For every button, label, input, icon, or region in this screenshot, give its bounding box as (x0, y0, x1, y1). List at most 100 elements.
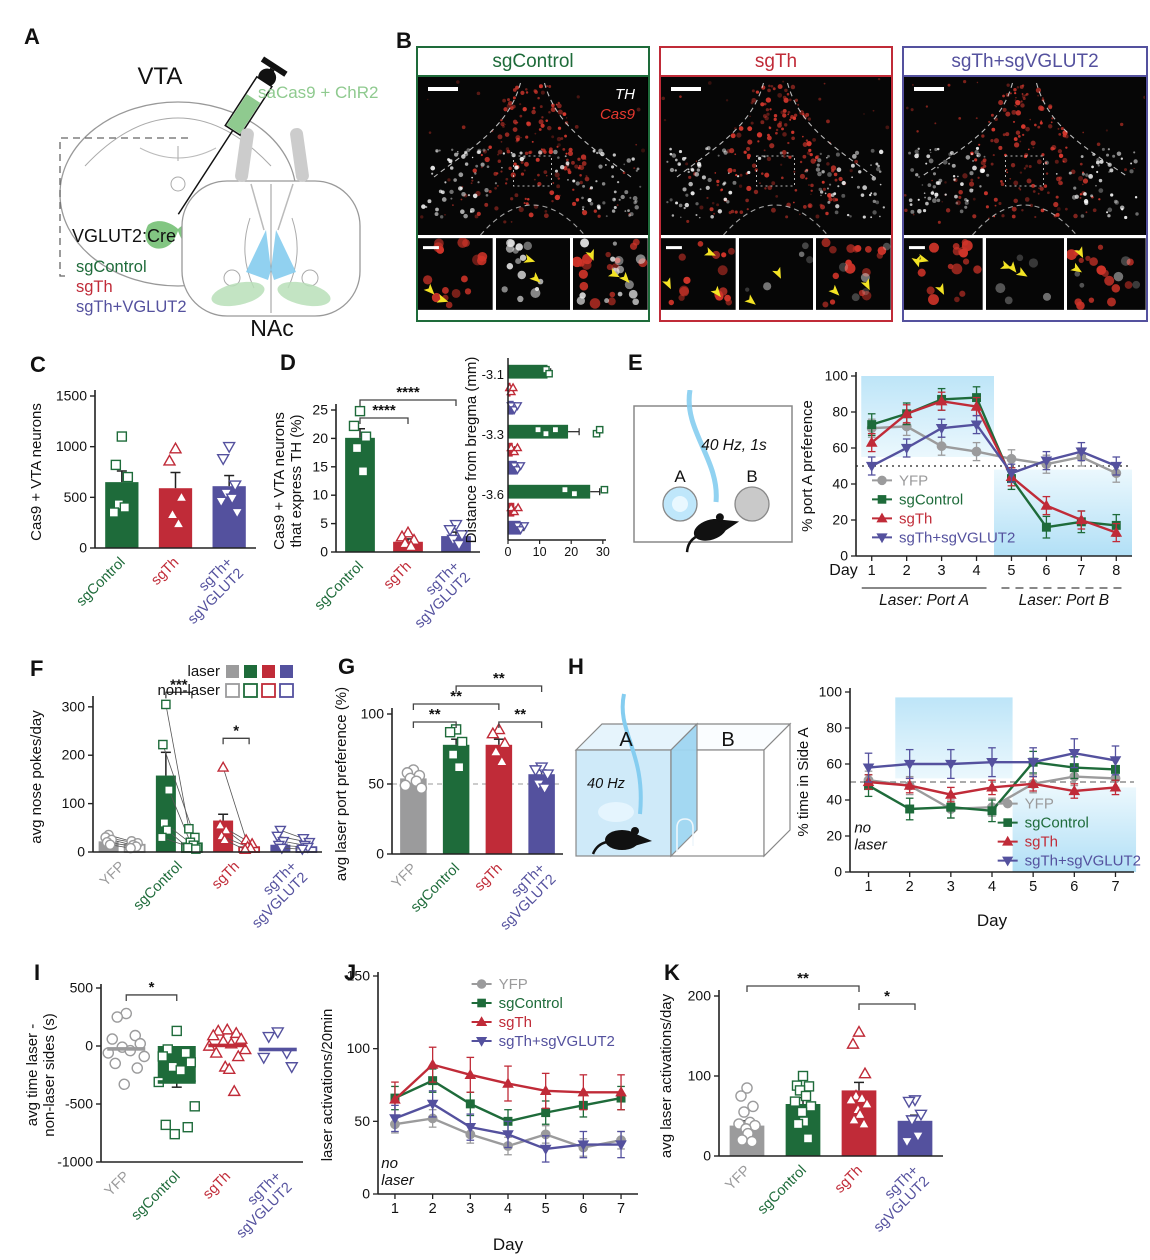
port-b-label: B (746, 467, 757, 486)
data-point (971, 446, 982, 457)
data-point (129, 1029, 142, 1042)
svg-text:Distance from bregma (mm): Distance from bregma (mm) (463, 357, 480, 544)
data-point (970, 400, 983, 411)
data-point (542, 429, 550, 438)
svg-text:80: 80 (832, 404, 848, 420)
data-point (138, 1050, 151, 1063)
chart-svg-e: 0 20 40 60 80 100 1 2 3 4 5 6 7 8 Day Laser: Port A Lase… (799, 368, 1132, 609)
svg-text:30: 30 (596, 545, 610, 559)
svg-text:Cas9 + VTA neurons: Cas9 + VTA neurons (271, 412, 288, 550)
svg-text:500: 500 (70, 980, 94, 996)
arrowhead-icon (861, 278, 871, 291)
data-point (182, 1121, 193, 1133)
data-point (222, 1062, 236, 1075)
arrowhead-icon (608, 268, 621, 278)
svg-text:-3.6: -3.6 (482, 487, 504, 502)
data-point (877, 475, 887, 486)
data-point (296, 844, 309, 856)
svg-text:% time in Side A: % time in Side A (795, 727, 812, 836)
chamber-b-side (763, 722, 791, 858)
data-point (539, 1084, 552, 1095)
svg-text:100: 100 (825, 368, 849, 384)
arrowhead-icon (1005, 261, 1017, 273)
data-point (857, 1117, 871, 1129)
fiber-light-cone-right (271, 230, 296, 280)
series-sgTh+sgVGLUT2 (389, 1090, 627, 1163)
micro-main-image (661, 77, 891, 236)
svg-text:YFP: YFP (102, 1169, 133, 1200)
data-point (443, 525, 457, 537)
legend-swatch-laser (226, 665, 239, 678)
data-point (227, 1084, 241, 1097)
data-point (111, 1011, 124, 1023)
data-point (426, 1058, 439, 1069)
data-point (475, 1036, 488, 1047)
ventricle-left (244, 217, 255, 289)
data-point (444, 726, 456, 738)
data-point (452, 539, 466, 552)
svg-text:100: 100 (62, 795, 86, 811)
svg-text:20: 20 (564, 545, 578, 559)
data-point (234, 1032, 248, 1044)
data-point (169, 1128, 180, 1140)
data-point (464, 1122, 477, 1134)
svg-text:sgTh: sgTh (148, 555, 182, 589)
svg-text:0: 0 (85, 1038, 93, 1054)
micro-title: sgControl (492, 50, 574, 72)
data-point (595, 425, 604, 434)
svg-text:10: 10 (533, 545, 547, 559)
data-point (1075, 447, 1088, 458)
panel-e-chart: 0 20 40 60 80 100 1 2 3 4 5 6 7 8 Day Laser: Port A Lase… (798, 352, 1148, 634)
svg-text:sgTh+sgVGLUT2: sgTh+sgVGLUT2 (1025, 853, 1141, 870)
data-point (577, 1086, 590, 1097)
svg-text:sgTh: sgTh (1025, 834, 1058, 851)
svg-text:YFP: YFP (499, 976, 528, 993)
arrowhead-icon (1015, 267, 1028, 277)
svg-text:15: 15 (312, 458, 328, 474)
data-point (1027, 777, 1039, 788)
data-point (118, 1078, 131, 1091)
data-point (426, 1099, 439, 1110)
laser-shading (895, 697, 1013, 779)
data-point (561, 485, 569, 494)
data-point (738, 1106, 750, 1118)
panel-d-inset-chart: -3.1 -3.3 -3.6 0 10 20 30 Distance from bregma … (463, 352, 616, 568)
svg-text:40: 40 (832, 476, 848, 492)
legend-sgcontrol: sgControl (76, 258, 147, 276)
data-point (225, 493, 239, 506)
data-point (184, 823, 194, 834)
svg-text:sgTh+sgVGLUT2: sgTh+sgVGLUT2 (499, 1033, 615, 1050)
data-point (453, 761, 465, 773)
data-point (747, 1100, 759, 1113)
data-point (404, 539, 418, 552)
svg-text:% port A preference: % port A preference (799, 400, 816, 532)
sig-bracket (412, 721, 457, 728)
svg-text:laser: laser (854, 836, 888, 853)
data-point (106, 1033, 119, 1045)
svg-text:2: 2 (429, 1201, 437, 1217)
panel-letter-j: J (344, 960, 357, 985)
svg-text:sgTh: sgTh (472, 861, 506, 895)
data-point (970, 420, 983, 431)
panel-f-chart: 0 100 200 300 YFP sgControl sgTh sgTh+ sgVGLUT2 *… (25, 658, 330, 960)
arrowhead-icon (935, 283, 945, 295)
data-point (475, 1016, 488, 1026)
data-point (104, 839, 116, 851)
svg-text:no: no (381, 1155, 398, 1172)
data-point (492, 722, 506, 735)
micro-insets (904, 235, 1147, 320)
scale-bar (671, 87, 701, 91)
svg-text:5: 5 (320, 515, 328, 531)
data-point (858, 1066, 872, 1079)
micro-title: sgTh+sgVGLUT2 (951, 50, 1099, 72)
data-point (736, 1134, 748, 1146)
data-point (936, 441, 947, 452)
svg-text:laser: laser (187, 663, 220, 680)
svg-text:non-laser: non-laser (157, 682, 220, 699)
svg-text:0: 0 (834, 864, 842, 880)
legend-swatch-laser (244, 665, 257, 678)
data-point (502, 1130, 514, 1141)
